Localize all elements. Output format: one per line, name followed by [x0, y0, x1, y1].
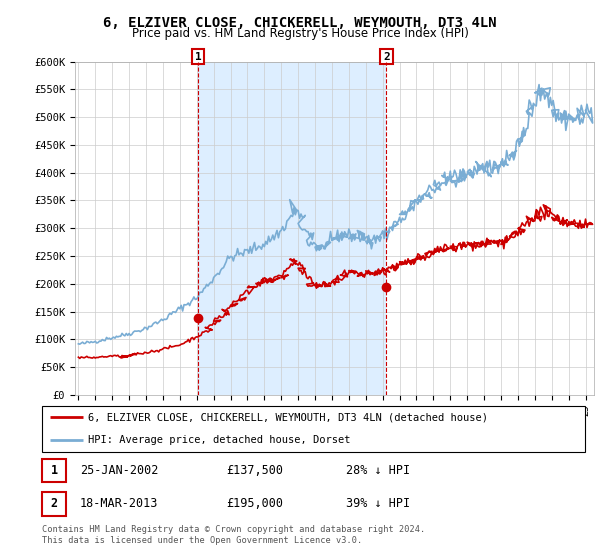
- Text: 2: 2: [50, 497, 58, 510]
- Text: 25-JAN-2002: 25-JAN-2002: [80, 464, 158, 477]
- Text: 6, ELZIVER CLOSE, CHICKERELL, WEYMOUTH, DT3 4LN (detached house): 6, ELZIVER CLOSE, CHICKERELL, WEYMOUTH, …: [88, 413, 488, 422]
- Text: HPI: Average price, detached house, Dorset: HPI: Average price, detached house, Dors…: [88, 436, 350, 445]
- Text: 1: 1: [194, 52, 201, 62]
- Text: 39% ↓ HPI: 39% ↓ HPI: [346, 497, 410, 510]
- Text: 2: 2: [383, 52, 390, 62]
- Text: 1: 1: [50, 464, 58, 477]
- Text: £195,000: £195,000: [227, 497, 284, 510]
- Text: £137,500: £137,500: [227, 464, 284, 477]
- Text: 18-MAR-2013: 18-MAR-2013: [80, 497, 158, 510]
- FancyBboxPatch shape: [42, 459, 67, 482]
- Bar: [198, 62, 386, 395]
- FancyBboxPatch shape: [42, 492, 67, 516]
- Text: 6, ELZIVER CLOSE, CHICKERELL, WEYMOUTH, DT3 4LN: 6, ELZIVER CLOSE, CHICKERELL, WEYMOUTH, …: [103, 16, 497, 30]
- Text: Contains HM Land Registry data © Crown copyright and database right 2024.
This d: Contains HM Land Registry data © Crown c…: [42, 525, 425, 545]
- Text: Price paid vs. HM Land Registry's House Price Index (HPI): Price paid vs. HM Land Registry's House …: [131, 27, 469, 40]
- Text: 28% ↓ HPI: 28% ↓ HPI: [346, 464, 410, 477]
- FancyBboxPatch shape: [42, 406, 585, 452]
